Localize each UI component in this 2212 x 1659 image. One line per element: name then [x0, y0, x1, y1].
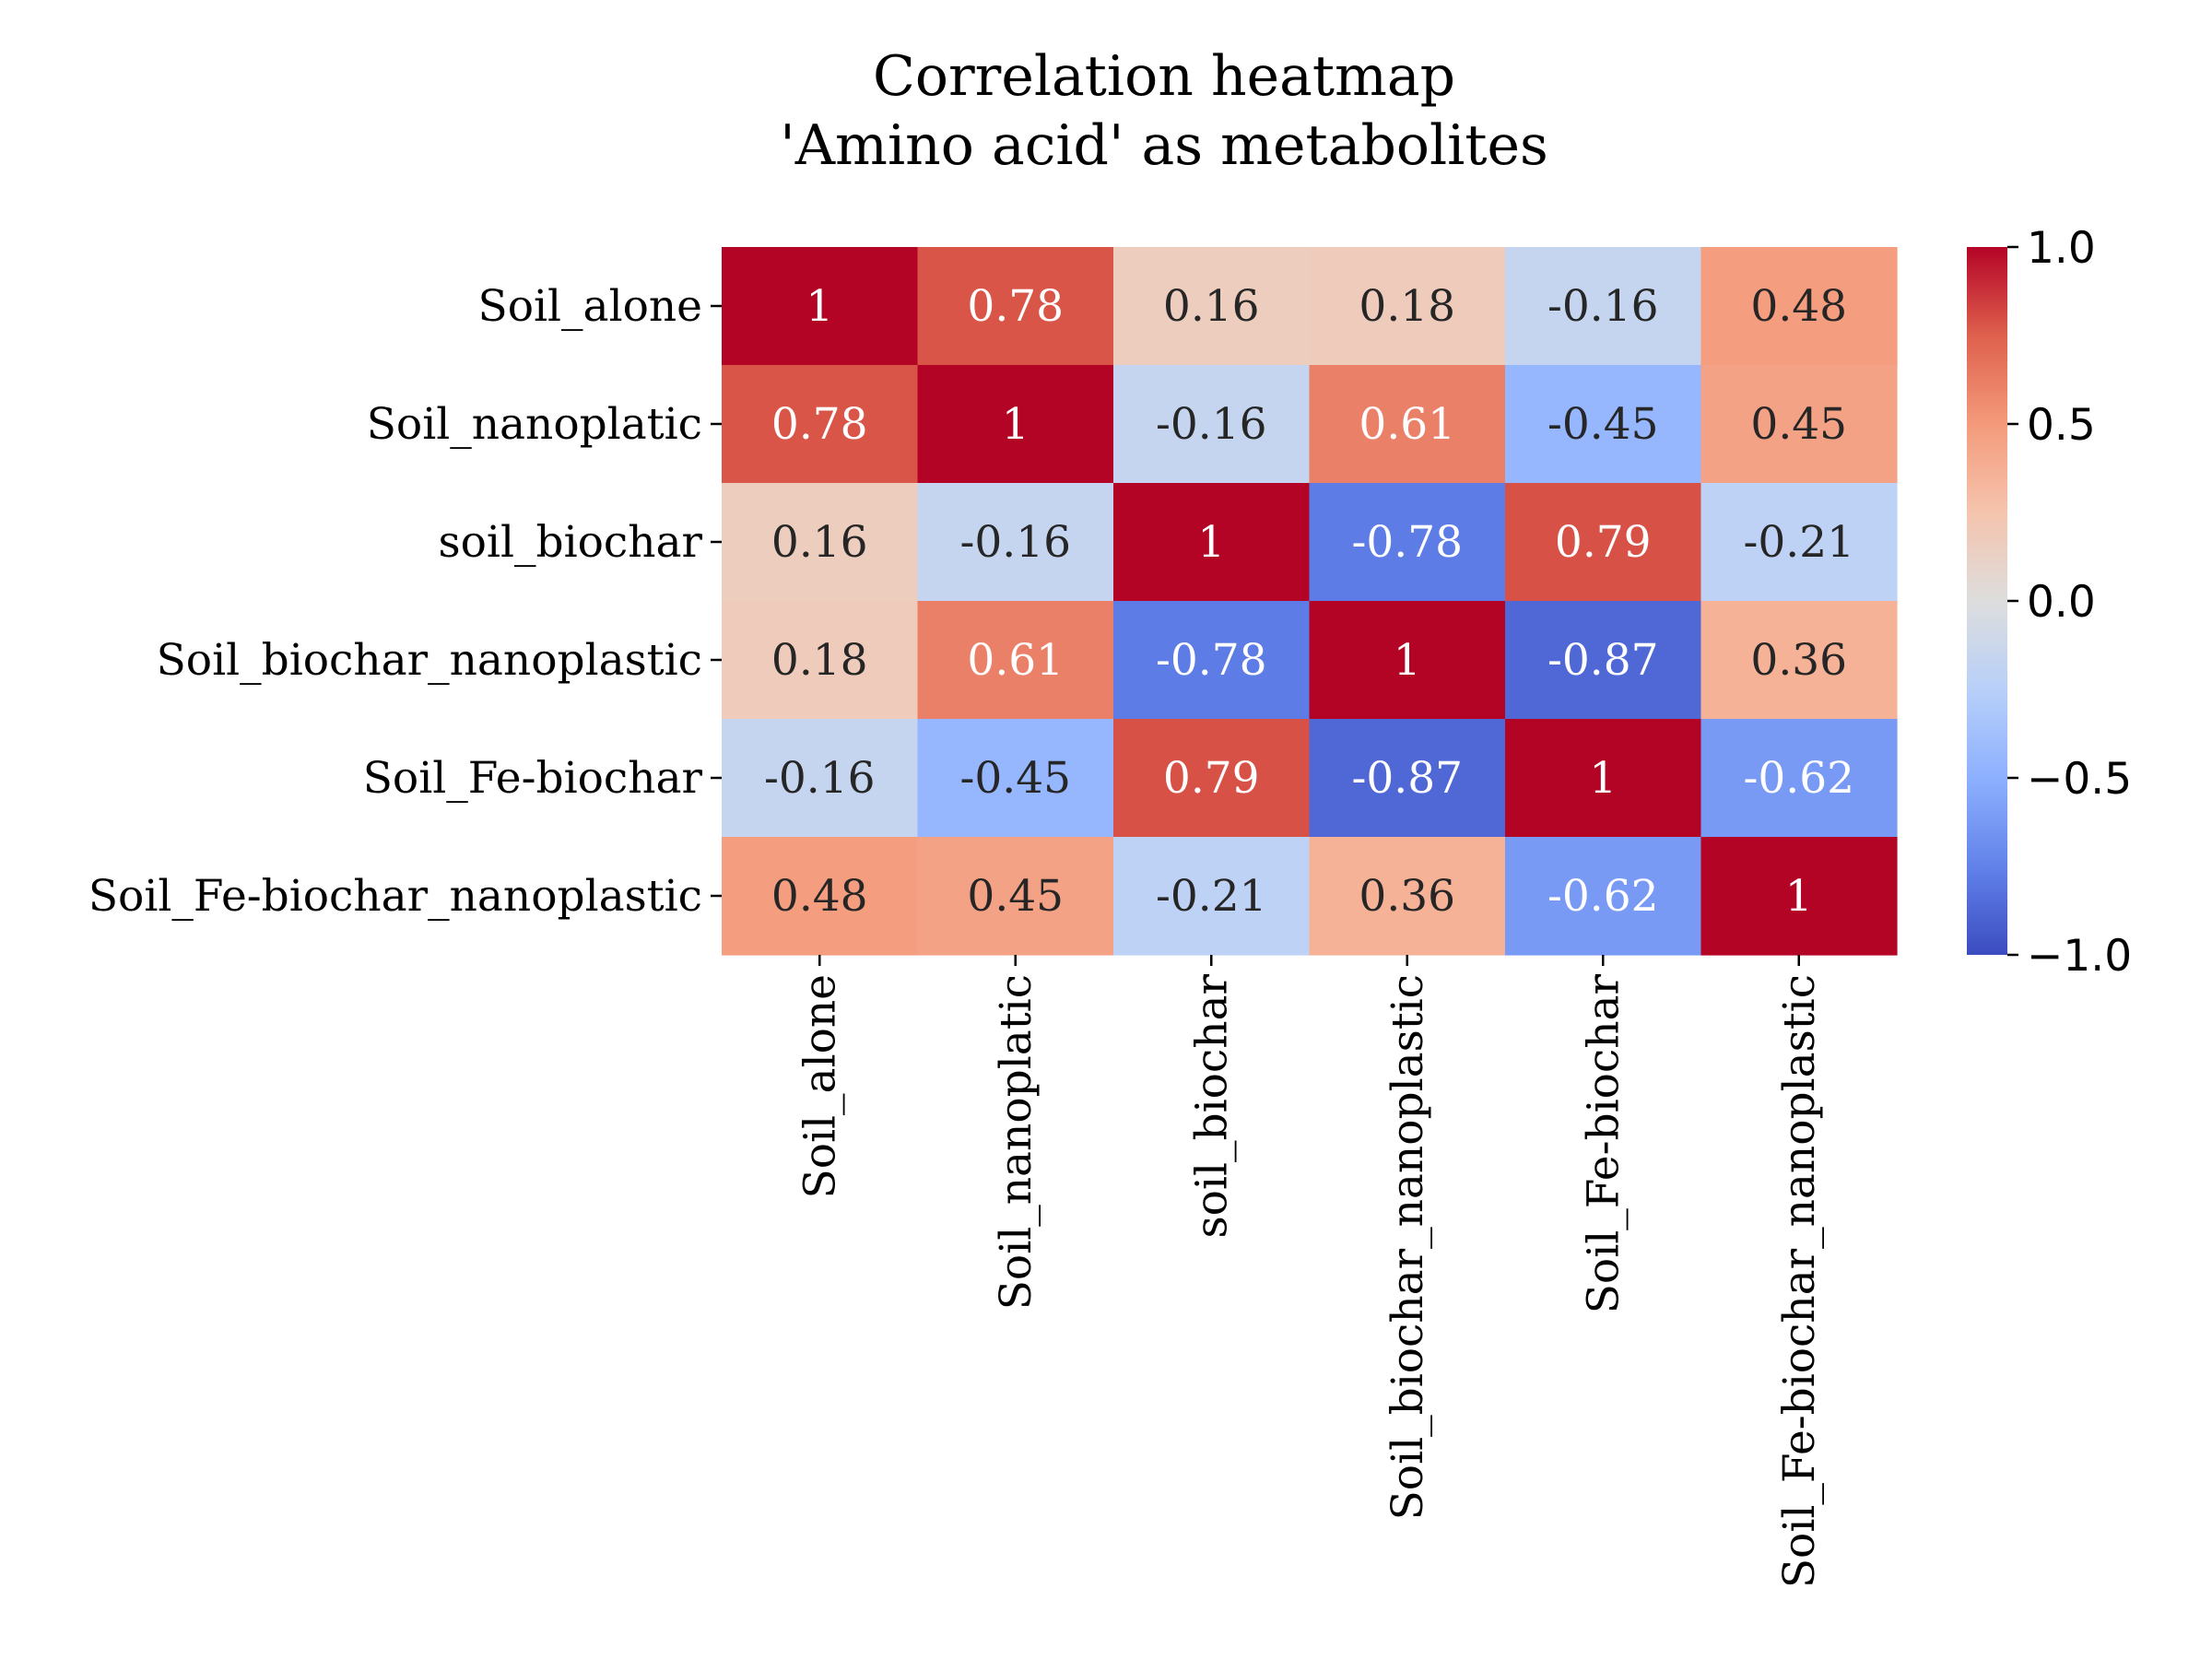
heatmap-cell	[722, 719, 919, 838]
row-tick-label: Soil_biochar_nanoplastic	[157, 635, 702, 686]
heatmap-cell	[917, 247, 1114, 366]
heatmap-cell	[1700, 483, 1898, 602]
row-tick-label: Soil_alone	[478, 281, 703, 332]
heatmap-cell	[917, 837, 1114, 956]
cell-value-label: -0.21	[1743, 517, 1854, 568]
cell-value-label: -0.16	[1547, 281, 1659, 332]
heatmap-cell	[1309, 719, 1506, 838]
heatmap-cell	[1505, 483, 1702, 602]
cell-value-label: 1	[1394, 635, 1421, 686]
row-tick-label: Soil_Fe-biochar	[363, 753, 703, 804]
heatmap-cell	[1113, 601, 1311, 720]
cell-value-label: 0.16	[1163, 281, 1260, 332]
heatmap-cell	[722, 247, 919, 366]
heatmap-cell	[722, 601, 919, 720]
cell-value-label: 0.78	[771, 399, 868, 450]
heatmap-cell	[1505, 719, 1702, 838]
cell-value-label: -0.62	[1547, 871, 1659, 922]
column-tick-group: Soil_alone Soil_nanoplatic soil_biochar Soi…	[794, 955, 1825, 1588]
cell-value-label: -0.16	[959, 517, 1071, 568]
heatmap-cell	[917, 719, 1114, 838]
colorbar-tick-label: 0.0	[2027, 577, 2096, 628]
cell-value-label: 0.48	[1750, 281, 1847, 332]
heatmap-cell	[1700, 719, 1898, 838]
heatmap-cell	[722, 837, 919, 956]
colorbar-tick-label: −0.5	[2027, 754, 2132, 805]
heatmap-cell	[1505, 365, 1702, 484]
heatmap-cell	[1113, 247, 1311, 366]
cell-value-label: 0.61	[967, 635, 1064, 686]
row-tick-label: Soil_Fe-biochar_nanoplastic	[88, 871, 702, 922]
heatmap-cell	[1113, 837, 1311, 956]
heatmap-cell	[722, 365, 919, 484]
cell-value-label: -0.16	[764, 753, 876, 804]
cell-value-label: 0.16	[771, 517, 868, 568]
heatmap-cells	[722, 247, 1898, 956]
cell-value-label: -0.45	[959, 753, 1071, 804]
cell-value-label: 0.18	[1359, 281, 1455, 332]
heatmap-cell	[917, 365, 1114, 484]
heatmap-cell	[917, 601, 1114, 720]
heatmap-cell	[917, 483, 1114, 602]
heatmap-cell	[1309, 483, 1506, 602]
colorbar	[1967, 247, 2007, 955]
colorbar-tick-label: 0.5	[2027, 400, 2096, 451]
heatmap-cell	[1505, 601, 1702, 720]
cell-value-label: -0.45	[1547, 399, 1659, 450]
heatmap-cell	[1309, 601, 1506, 720]
column-tick-label: Soil_alone	[794, 974, 845, 1199]
cell-value-label: -0.87	[1351, 753, 1463, 804]
column-tick-label: Soil_Fe-biochar_nanoplastic	[1774, 974, 1825, 1588]
cell-value-label: 1	[806, 281, 833, 332]
column-tick-label: soil_biochar	[1186, 973, 1237, 1238]
heatmap-cell	[1113, 483, 1311, 602]
cell-value-label: 0.79	[1163, 753, 1260, 804]
cell-value-label: 1	[1589, 753, 1617, 804]
cell-value-label: 0.79	[1555, 517, 1652, 568]
row-tick-label: Soil_nanoplatic	[367, 399, 702, 450]
chart-title-line-1: Correlation heatmap	[873, 44, 1455, 109]
cell-value-label: 0.45	[967, 871, 1064, 922]
cell-value-label: 0.78	[967, 281, 1064, 332]
heatmap-cell	[1309, 365, 1506, 484]
cell-value-label: -0.62	[1743, 753, 1854, 804]
cell-value-label: 0.18	[771, 635, 868, 686]
heatmap-cell	[722, 483, 919, 602]
cell-value-label: 0.36	[1750, 635, 1847, 686]
heatmap-cell	[1113, 365, 1311, 484]
heatmap-cell	[1309, 247, 1506, 366]
column-tick-label: Soil_Fe-biochar	[1578, 973, 1629, 1313]
cell-value-label: 1	[1785, 871, 1813, 922]
chart-title-line-2: 'Amino acid' as metabolites	[780, 113, 1548, 178]
heatmap-cell	[1309, 837, 1506, 956]
heatmap-cell	[1700, 837, 1898, 956]
row-tick-group: Soil_alone Soil_nanoplatic soil_biochar Soi…	[88, 281, 722, 922]
cell-value-label: 0.48	[771, 871, 868, 922]
cell-value-label: -0.87	[1547, 635, 1659, 686]
column-tick-label: Soil_biochar_nanoplastic	[1382, 974, 1433, 1520]
colorbar-tick-group: 1.0 0.5 0.0 −0.5 −1.0	[2007, 223, 2132, 982]
heatmap-annotations: 1 0.78 0.16 0.18 -0.16 0.48 0.78 1 -0.16 0.61 -0.4…	[764, 281, 1854, 922]
cell-value-label: 1	[1197, 517, 1225, 568]
heatmap-cell	[1505, 837, 1702, 956]
colorbar-tick-label: −1.0	[2027, 931, 2132, 982]
heatmap-cell	[1700, 247, 1898, 366]
cell-value-label: -0.78	[1156, 635, 1267, 686]
cell-value-label: -0.21	[1156, 871, 1267, 922]
cell-value-label: 0.61	[1359, 399, 1455, 450]
colorbar-tick-label: 1.0	[2027, 223, 2096, 274]
heatmap-cell	[1700, 601, 1898, 720]
heatmap-cell	[1113, 719, 1311, 838]
heatmap-cell	[1505, 247, 1702, 366]
cell-value-label: -0.78	[1351, 517, 1463, 568]
cell-value-label: 0.36	[1359, 871, 1455, 922]
heatmap-cell	[1700, 365, 1898, 484]
row-tick-label: soil_biochar	[439, 517, 703, 568]
cell-value-label: -0.16	[1156, 399, 1267, 450]
cell-value-label: 0.45	[1750, 399, 1847, 450]
cell-value-label: 1	[1002, 399, 1030, 450]
column-tick-label: Soil_nanoplatic	[991, 974, 1041, 1310]
